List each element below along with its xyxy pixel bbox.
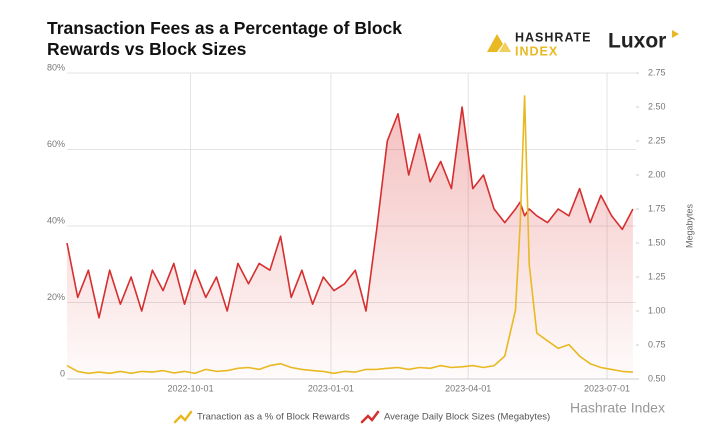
legend-swatch <box>173 410 193 424</box>
y-tick-label: 20% <box>47 292 65 302</box>
watermark: Hashrate Index <box>570 400 665 416</box>
logo-text: Luxor <box>608 30 666 53</box>
y2-tick-label: 1.75 <box>648 203 666 213</box>
y2-tick-label: 2.75 <box>648 67 666 77</box>
y2-tick-label: 2.25 <box>648 135 666 145</box>
y2-tick-label: 1.00 <box>648 305 666 315</box>
line <box>66 106 634 319</box>
x-tick-label: 2023-07-01 <box>584 383 630 393</box>
logo-text: HASHRATE <box>515 30 592 44</box>
logo-text: INDEX <box>515 44 558 58</box>
x-tick-label: 2023-01-01 <box>308 383 354 393</box>
y-tick-label: 80% <box>47 62 65 72</box>
legend-label: Average Daily Block Sizes (Megabytes) <box>384 412 550 423</box>
y-tick-label: 0 <box>60 368 65 378</box>
y2-axis-label: Megabytes <box>684 203 694 248</box>
y2-tick-label: 2.00 <box>648 169 666 179</box>
x-tick-label: 2023-04-01 <box>445 383 491 393</box>
y2-tick-label: 1.25 <box>648 271 666 281</box>
y2-tick-label: 1.50 <box>648 237 666 247</box>
y-tick-label: 60% <box>47 139 65 149</box>
y2-tick-label: 0.75 <box>648 339 666 349</box>
x-tick-label: 2022-10-01 <box>168 383 214 393</box>
legend-label: Tranaction as a % of Block Rewards <box>197 412 350 423</box>
chart-title: Transaction Fees as a Percentage of Bloc… <box>47 18 403 59</box>
y2-tick-label: 0.50 <box>648 373 666 383</box>
y2-tick-label: 2.50 <box>648 101 666 111</box>
logo-icon <box>672 30 679 38</box>
legend-swatch <box>360 410 380 424</box>
area <box>67 107 633 379</box>
line <box>66 95 633 375</box>
logo-icon <box>487 34 511 52</box>
y-tick-label: 40% <box>47 215 65 225</box>
